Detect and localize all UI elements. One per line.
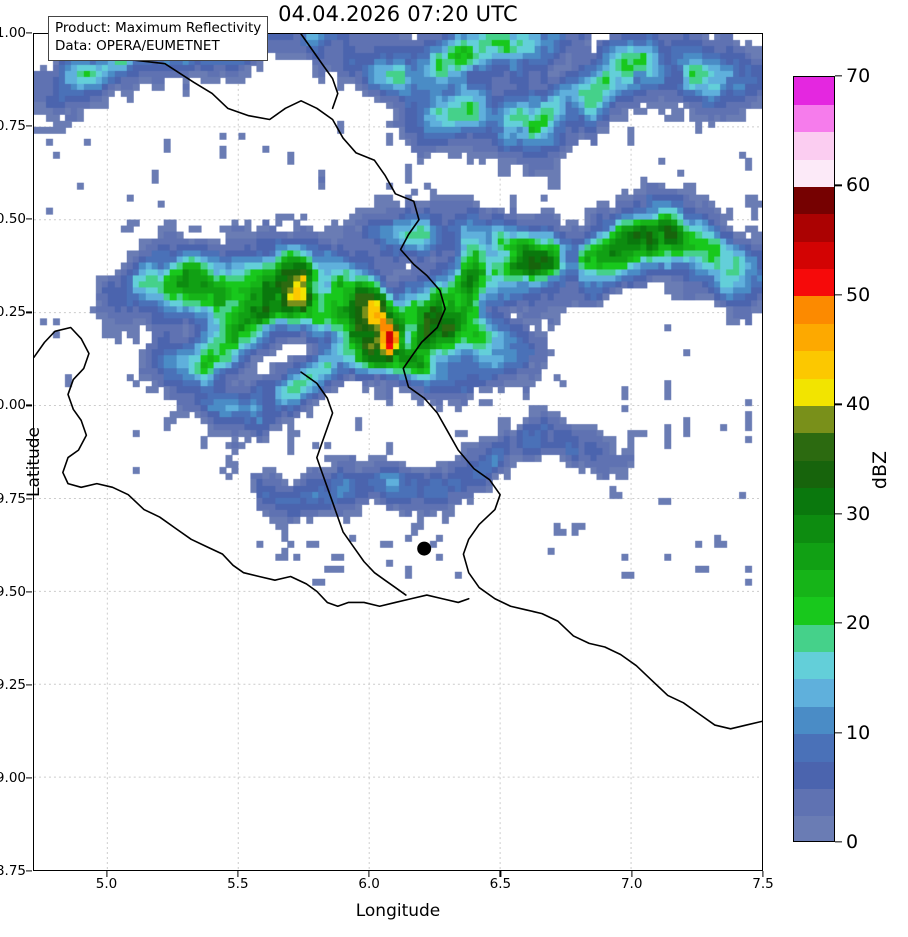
y-tick-label: 50.50 [0, 211, 26, 228]
colorbar-band [794, 678, 834, 707]
colorbar-band [794, 487, 834, 516]
y-tick-label: 50.00 [0, 397, 26, 414]
colorbar-tick-label: 10 [846, 721, 871, 744]
colorbar-band [794, 213, 834, 242]
colorbar-band [794, 131, 834, 160]
y-tick-label: 50.25 [0, 304, 26, 321]
x-tick-mark [237, 871, 239, 877]
product-line: Product: Maximum Reflectivity [55, 20, 262, 36]
colorbar-tick-mark [835, 731, 842, 734]
x-axis-label: Longitude [355, 901, 441, 921]
site-marker-dot [417, 541, 432, 556]
colorbar-tick-mark [835, 513, 842, 515]
y-tick-label: 49.25 [0, 676, 26, 693]
y-tick-mark [26, 404, 32, 407]
y-tick-labels: 48.75 49.00 49.25 49.50 49.75 50.00 50.25 50.50… [0, 25, 26, 879]
colorbar-band [794, 268, 834, 297]
x-tick-label: 5.5 [227, 876, 249, 892]
colorbar-band [794, 596, 834, 625]
colorbar-band [794, 295, 834, 324]
page-title: 04.04.2026 07:20 UTC [278, 2, 518, 26]
y-tick-mark [26, 311, 32, 313]
y-tick-label: 48.75 [0, 863, 26, 879]
country-border-path [93, 34, 762, 730]
colorbar-band [794, 241, 834, 270]
colorbar-band [794, 815, 834, 841]
x-tick-label: 7.0 [620, 876, 643, 892]
y-tick-label: 49.50 [0, 583, 26, 600]
y-axis-label: Latitude [24, 427, 44, 497]
colorbar-band [794, 377, 834, 406]
y-tick-mark [26, 125, 32, 127]
y-tick-mark [26, 777, 32, 779]
colorbar-band [794, 323, 834, 352]
country-border-path [300, 34, 339, 110]
y-tick-mark [26, 32, 32, 34]
colorbar-tick-label: 20 [846, 612, 871, 635]
colorbar-tick-label: 60 [846, 174, 871, 197]
colorbar-tick-label: 0 [846, 831, 859, 853]
colorbar-tick-mark [835, 75, 842, 77]
y-tick-mark [26, 591, 32, 593]
colorbar-tick-label: 40 [846, 393, 871, 416]
x-tick-mark [105, 871, 108, 877]
x-tick-label: 5.0 [95, 876, 118, 892]
x-tick-labels: 5.0 5.5 6.0 6.5 7.0 7.5 [33, 876, 774, 898]
x-tick-label: 7.5 [752, 876, 774, 892]
colorbar-band [794, 514, 834, 543]
colorbar-band [794, 104, 834, 133]
colorbar-tick-label: 50 [846, 283, 871, 306]
colorbar-band [794, 624, 834, 653]
colorbar-tick-mark [835, 841, 842, 843]
site-marker [417, 541, 432, 556]
x-tick-marks [33, 871, 764, 878]
colorbar-band [794, 733, 834, 762]
colorbar-tick-label: 30 [846, 502, 871, 525]
x-tick-mark [631, 871, 633, 877]
colorbar-band [794, 460, 834, 488]
colorbar-band [794, 569, 834, 598]
y-tick-label: 50.75 [0, 118, 26, 135]
colorbar-band [794, 760, 834, 789]
colorbar-band [794, 350, 834, 379]
colorbar-band [794, 432, 834, 461]
product-info-box: Product: Maximum Reflectivity Data: OPER… [48, 16, 269, 61]
y-tick-label: 49.00 [0, 769, 26, 786]
x-tick-label: 6.0 [358, 876, 380, 892]
y-tick-label: 49.75 [0, 490, 26, 507]
colorbar-tick-mark [835, 403, 842, 405]
x-tick-mark [368, 871, 370, 877]
colorbar-tick-mark [835, 294, 842, 296]
country-border-path [34, 326, 470, 608]
colorbar-band [794, 651, 834, 680]
y-tick-label: 51.00 [0, 25, 26, 41]
map-axes[interactable] [33, 33, 763, 871]
y-tick-mark [26, 684, 32, 686]
colorbar-band [794, 542, 834, 571]
y-tick-mark [26, 870, 32, 872]
colorbar-band [794, 405, 834, 434]
country-border-path [300, 371, 407, 596]
colorbar-tick-mark [835, 622, 842, 624]
colorbar [793, 76, 835, 842]
y-tick-marks [0, 32, 33, 872]
colorbar-band [794, 77, 834, 105]
y-tick-mark [26, 218, 32, 220]
colorbar-band [794, 159, 834, 188]
colorbar-label: dBZ [869, 450, 891, 490]
colorbar-ticks: 0 10 20 30 40 50 60 70 [835, 65, 905, 853]
x-tick-mark [499, 871, 501, 877]
y-tick-mark [26, 497, 32, 500]
radar-reflectivity-layer [34, 34, 762, 870]
colorbar-band [794, 788, 834, 817]
colorbar-band [794, 186, 834, 215]
x-tick-mark [762, 871, 764, 877]
x-tick-label: 6.5 [489, 876, 512, 892]
colorbar-tick-mark [835, 184, 842, 187]
data-source-line: Data: OPERA/EUMETNET [55, 37, 220, 54]
colorbar-band [794, 706, 834, 735]
colorbar-tick-label: 70 [846, 65, 871, 87]
